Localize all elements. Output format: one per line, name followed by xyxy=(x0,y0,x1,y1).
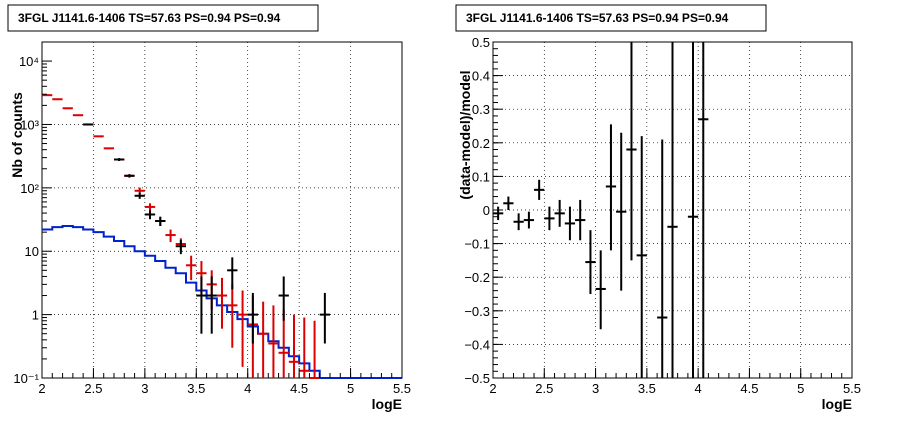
x-tick-label: 2 xyxy=(489,381,496,396)
x-tick-label: 2.5 xyxy=(535,381,553,396)
right-title-box xyxy=(455,4,767,32)
x-tick-label: 4 xyxy=(244,381,251,396)
right-panel: 2 2.5 3 3.5 4 4.5 5 5.5 −0.5 −0.4 −0.3 −0.2 −0.1 0 0.1… xyxy=(455,4,861,412)
y-tick-label: −0.2 xyxy=(464,270,490,285)
y-tick-label: −0.4 xyxy=(464,337,490,352)
x-tick-label: 3 xyxy=(141,381,148,396)
left-grid xyxy=(42,42,402,378)
y-tick-label: −0.5 xyxy=(464,371,490,386)
right-x-axis-label: logE xyxy=(822,396,852,412)
x-tick-label: 5.5 xyxy=(393,381,411,396)
x-tick-label: 4.5 xyxy=(740,381,758,396)
left-axes: 2 2.5 3 3.5 4 4.5 5 5.5 10⁻¹ 1 10 10² 10³ 10⁴ xyxy=(13,54,411,396)
y-tick-label: 10⁴ xyxy=(19,54,39,69)
x-tick-label: 3.5 xyxy=(187,381,205,396)
right-residual-points xyxy=(493,42,709,378)
left-title: 3FGL J1141.6-1406 TS=57.63 PS=0.94 PS=0.… xyxy=(18,11,281,25)
y-tick-label: 0.3 xyxy=(472,102,490,117)
x-tick-label: 3 xyxy=(592,381,599,396)
right-grid xyxy=(493,42,852,378)
y-tick-label: 10² xyxy=(20,181,39,196)
right-title: 3FGL J1141.6-1406 TS=57.63 PS=0.94 PS=0.… xyxy=(466,11,729,25)
right-y-axis-label: (data-model)/model xyxy=(457,70,473,199)
right-axes: 2 2.5 3 3.5 4 4.5 5 5.5 −0.5 −0.4 −0.3 −0.2 −0.1 0 0.1… xyxy=(464,35,861,396)
x-tick-label: 5 xyxy=(347,381,354,396)
y-tick-label: 1 xyxy=(32,308,39,323)
y-tick-label: 0.5 xyxy=(472,35,490,50)
left-x-axis-label: logE xyxy=(372,396,402,412)
x-tick-label: 4 xyxy=(695,381,702,396)
y-tick-label: 10⁻¹ xyxy=(13,371,39,386)
y-tick-label: 0 xyxy=(483,203,490,218)
y-tick-label: 0.1 xyxy=(472,169,490,184)
y-tick-label: 0.4 xyxy=(472,69,490,84)
y-tick-label: −0.1 xyxy=(464,237,490,252)
x-tick-label: 2.5 xyxy=(84,381,102,396)
left-title-box xyxy=(7,4,319,32)
left-y-axis-label: Nb of counts xyxy=(9,92,25,178)
y-tick-label: 0.2 xyxy=(472,136,490,151)
left-panel: 2 2.5 3 3.5 4 4.5 5 5.5 10⁻¹ 1 10 10² 10³ 10⁴ 3FGL J1… xyxy=(7,4,411,412)
x-tick-label: 2 xyxy=(38,381,45,396)
x-tick-label: 5.5 xyxy=(843,381,861,396)
y-tick-label: −0.3 xyxy=(464,304,490,319)
y-tick-label: 10 xyxy=(25,244,39,259)
y-tick-label: 10³ xyxy=(20,117,39,132)
left-data-points xyxy=(83,123,330,344)
source-histogram-line xyxy=(42,225,402,379)
left-source-histogram xyxy=(42,225,402,379)
x-tick-label: 5 xyxy=(797,381,804,396)
x-tick-label: 4.5 xyxy=(290,381,308,396)
x-tick-label: 3.5 xyxy=(638,381,656,396)
